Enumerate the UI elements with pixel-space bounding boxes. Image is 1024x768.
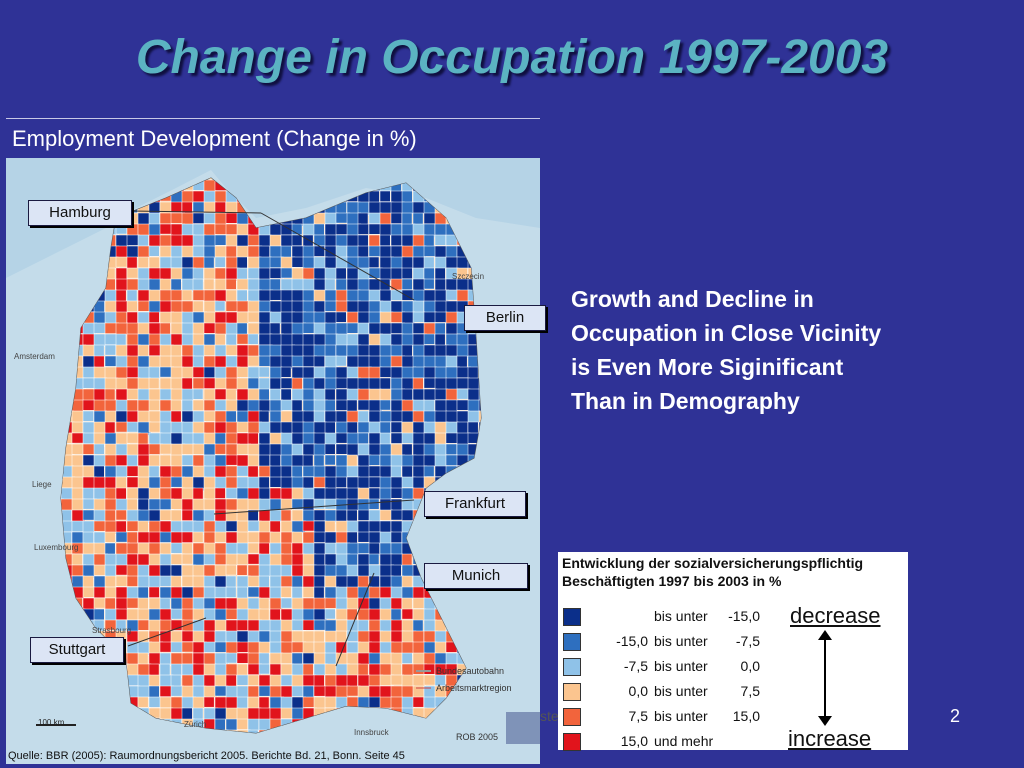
legend-range-separator: bis unter <box>654 708 708 724</box>
legend-range-from: 0,0 <box>628 683 648 699</box>
legend-range-to: 7,5 <box>740 683 760 699</box>
legend-swatch <box>563 708 581 726</box>
legend-range-to: 15,0 <box>732 708 760 724</box>
employment-map: Szczecin Amsterdam Liege Luxembourg Stra… <box>6 158 540 764</box>
increase-label: increase <box>788 726 872 751</box>
legend-title-line2: Beschäftigten 1997 bis 2003 in % <box>562 573 782 589</box>
place-label: Amsterdam <box>14 352 55 361</box>
legend-range-from: 7,5 <box>628 708 648 724</box>
city-label-stuttgart: Stuttgart <box>30 637 124 663</box>
legend-range-separator: bis unter <box>654 633 708 649</box>
legend-range-separator: und mehr <box>654 733 714 749</box>
map-legend-labour-region: Arbeitsmarktregion <box>436 683 512 693</box>
map-graphic <box>6 158 540 764</box>
legend-range-from: -7,5 <box>623 658 648 674</box>
city-label-frankfurt: Frankfurt <box>424 491 526 517</box>
map-legend-motorway: Bundesautobahn <box>436 666 505 676</box>
legend-range-separator: bis unter <box>654 658 708 674</box>
slide-title: Change in Occupation 1997-2003 <box>135 31 889 84</box>
place-label: Szczecin <box>452 272 485 281</box>
legend-swatch <box>563 608 581 626</box>
place-label: Innsbruck <box>354 728 389 737</box>
place-label: Strasbourg <box>92 626 132 635</box>
legend-swatch <box>563 733 581 751</box>
page-number: 2 <box>950 706 961 726</box>
city-label-munich: Munich <box>424 563 528 589</box>
map-scale: 100 km <box>38 718 65 727</box>
legend-range-separator: bis unter <box>654 608 708 624</box>
city-label-hamburg: Hamburg <box>28 200 132 226</box>
double-arrow-icon <box>818 630 832 726</box>
map-source: Quelle: BBR (2005): Raumordnungsbericht … <box>8 750 405 762</box>
legend-panel: Entwicklung der sozialversicherungspflic… <box>558 552 908 751</box>
legend-range-to: -7,5 <box>735 633 760 649</box>
city-label-berlin: Berlin <box>464 305 546 331</box>
legend-range-from: 15,0 <box>620 733 648 749</box>
place-label: Zürich <box>184 720 207 729</box>
place-label: Luxembourg <box>34 543 79 552</box>
footer-fragment: ste <box>540 708 559 724</box>
legend-range-to: 0,0 <box>740 658 760 674</box>
title-divider <box>6 118 540 119</box>
legend-range-to: -15,0 <box>728 608 760 624</box>
decrease-label: decrease <box>790 603 881 628</box>
footer-logo-icon <box>506 712 540 744</box>
legend-range-separator: bis unter <box>654 683 708 699</box>
legend-title-line1: Entwicklung der sozialversicherungspflic… <box>562 555 864 571</box>
legend-range-from: -15,0 <box>616 633 648 649</box>
legend-swatch <box>563 658 581 676</box>
map-credit: ROB 2005 <box>456 732 499 742</box>
legend-swatch <box>563 633 581 651</box>
place-label: Liege <box>32 480 52 489</box>
legend-swatch <box>563 683 581 701</box>
slide-body-text: Growth and Decline in Occupation in Clos… <box>571 286 882 414</box>
slide-subtitle: Employment Development (Change in %) <box>12 126 417 151</box>
legend-title: Entwicklung der sozialversicherungspflic… <box>562 554 863 590</box>
